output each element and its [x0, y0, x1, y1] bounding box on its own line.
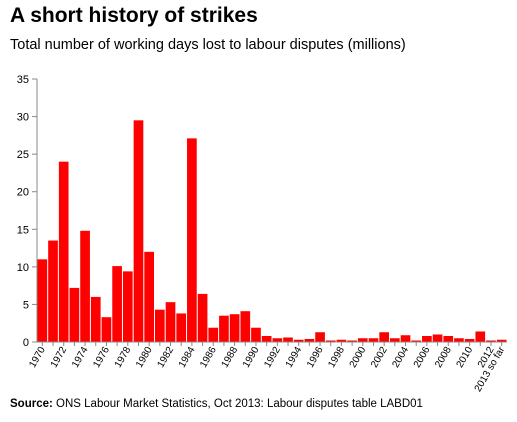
x-tick-label: 2004: [390, 345, 411, 370]
bar: [400, 335, 411, 342]
bar: [80, 230, 90, 342]
x-tick-label: 1970: [27, 345, 48, 370]
chart-title: A short history of strikes: [10, 4, 258, 27]
bar: [368, 338, 379, 342]
y-tick-label: 0: [23, 337, 29, 349]
x-tick-label: 2006: [412, 345, 433, 370]
bar: [187, 138, 197, 342]
y-tick-label: 30: [17, 112, 29, 124]
bar: [176, 313, 187, 342]
bar: [101, 317, 112, 342]
x-tick-label: 1978: [113, 345, 134, 370]
bar: [304, 338, 315, 342]
bar: [475, 331, 486, 342]
bar: [464, 338, 475, 342]
y-tick-label: 35: [17, 74, 29, 86]
bar: [208, 327, 219, 342]
bar: [486, 340, 496, 342]
source-label: Source:: [10, 398, 53, 410]
bar: [58, 161, 69, 342]
x-tick-label: 2002: [369, 345, 390, 370]
x-tick-label: 1974: [70, 345, 91, 370]
bar: [197, 293, 208, 342]
x-tick-label: 2008: [433, 345, 454, 370]
bar: [347, 340, 357, 342]
bar: [379, 332, 389, 342]
x-tick-label: 1998: [326, 345, 347, 370]
bar: [112, 266, 122, 342]
bar: [283, 337, 293, 342]
x-tick-label: 1982: [155, 345, 176, 370]
x-tick-label: 1984: [177, 345, 198, 370]
bar: [454, 338, 464, 342]
bar: [69, 287, 80, 342]
y-tick-label: 25: [17, 149, 29, 161]
bar: [293, 339, 304, 342]
bar: [122, 271, 133, 342]
x-tick-label: 1972: [49, 345, 70, 370]
y-tick-label: 15: [17, 224, 29, 236]
bar: [37, 259, 48, 342]
x-tick-label: 1992: [262, 345, 283, 370]
source-text: ONS Labour Market Statistics, Oct 2013: …: [56, 398, 423, 410]
bar: [251, 327, 261, 342]
x-tick-label: 2010: [455, 345, 476, 370]
bar: [90, 296, 101, 342]
bar: [165, 302, 176, 342]
x-tick-label: 1990: [241, 345, 262, 370]
bar: [390, 338, 400, 342]
bar: [496, 339, 507, 342]
x-tick-label: 1988: [220, 345, 241, 370]
bar: [133, 120, 144, 342]
y-tick-label: 20: [17, 187, 29, 199]
bar: [422, 335, 432, 342]
bar: [261, 335, 272, 342]
bar: [315, 332, 325, 342]
y-tick-label: 5: [23, 299, 29, 311]
bar: [443, 335, 454, 342]
x-tick-label: 1976: [91, 345, 112, 370]
chart-subtitle: Total number of working days lost to lab…: [10, 37, 406, 53]
x-tick-label: 1996: [305, 345, 326, 370]
bar: [336, 339, 347, 342]
bar: [240, 311, 251, 342]
x-tick-label: 1986: [198, 345, 219, 370]
bar: [229, 314, 240, 342]
x-tick-label: 1980: [134, 345, 155, 370]
source-note: Source: ONS Labour Market Statistics, Oc…: [10, 398, 423, 410]
y-tick-label: 10: [17, 262, 29, 274]
bar: [219, 315, 229, 342]
bar: [144, 251, 154, 342]
bar: [357, 338, 368, 342]
bar: [155, 309, 165, 342]
bar: [432, 334, 443, 342]
x-tick-label: 2000: [348, 345, 369, 370]
bar: [48, 240, 58, 342]
bar: [272, 338, 283, 342]
bar: [325, 340, 336, 342]
x-tick-label: 1994: [284, 345, 305, 370]
bar: [411, 340, 422, 342]
